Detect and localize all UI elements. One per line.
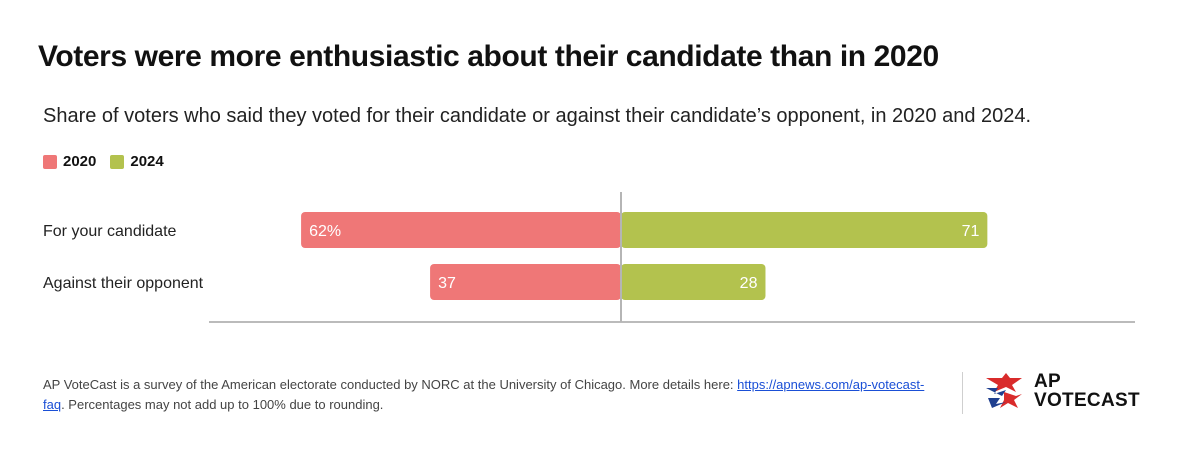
bar-2024 — [621, 212, 988, 248]
footnote-text-end: . Percentages may not add up to 100% due… — [61, 397, 384, 412]
logo-line-2: VOTECAST — [1034, 390, 1140, 411]
footnote-text: AP VoteCast is a survey of the American … — [43, 377, 738, 392]
data-label-2020: 62% — [309, 223, 341, 240]
legend-swatch-2020 — [43, 154, 57, 169]
legend-label-2020: 2020 — [63, 153, 97, 170]
data-label-2024: 71 — [962, 223, 980, 240]
category-label: For your candidate — [43, 223, 177, 240]
bar-2020 — [430, 264, 621, 300]
bar-2020 — [301, 212, 621, 248]
data-label-2024: 28 — [740, 275, 758, 292]
legend-label-2024: 2024 — [130, 153, 164, 170]
footnote-link[interactable]: https://apnews.com/ap-votecast-faq — [43, 377, 925, 412]
footnote: AP VoteCast is a survey of the American … — [43, 375, 943, 415]
ap-votecast-logo: AP VOTECAST — [984, 372, 1140, 410]
legend-swatch-2024 — [110, 154, 125, 169]
logo-line-1: AP — [1034, 371, 1061, 392]
data-label-2020: 37 — [438, 275, 456, 292]
legend: 2020 2024 — [43, 153, 178, 170]
chart-subtitle: Share of voters who said they voted for … — [43, 105, 1032, 127]
legend-item-2024: 2024 — [110, 153, 164, 170]
category-label: Against their opponent — [43, 275, 204, 292]
chart-title: Voters were more enthusiastic about thei… — [38, 40, 939, 73]
bar-2024 — [621, 264, 766, 300]
footer-divider — [962, 372, 963, 414]
legend-item-2020: 2020 — [43, 153, 96, 170]
votecast-star-icon — [986, 373, 1022, 408]
